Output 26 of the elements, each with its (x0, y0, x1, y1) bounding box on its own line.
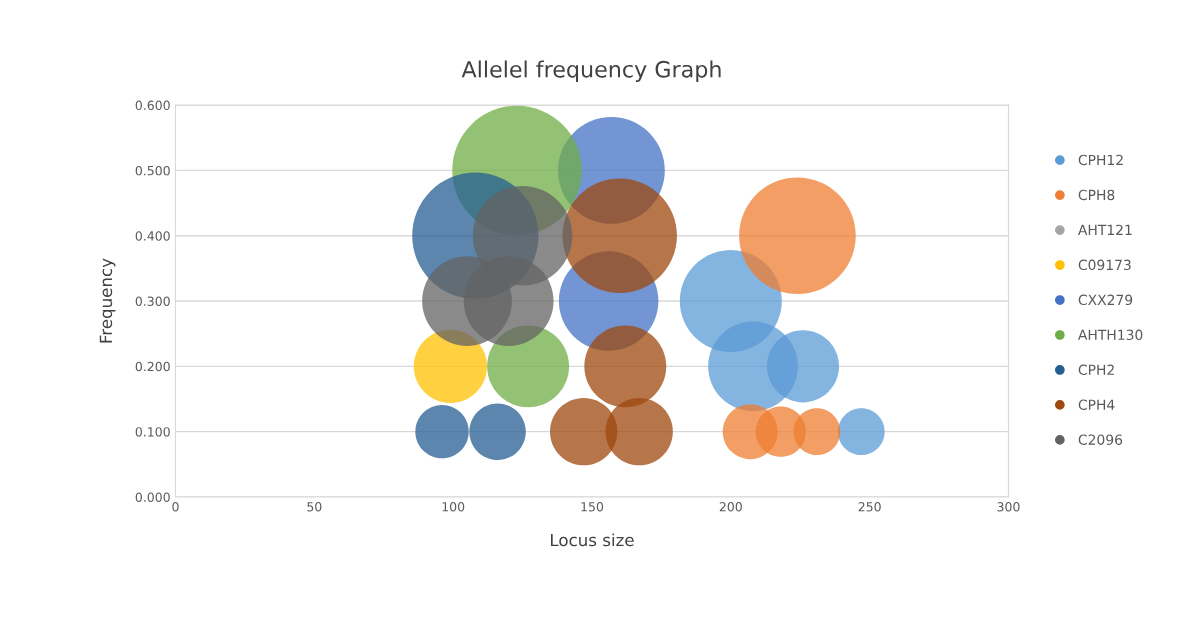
legend-label: C2096 (1078, 434, 1123, 445)
y-tick-label: 0.500 (135, 165, 170, 176)
x-axis-title: Locus size (551, 533, 634, 547)
legend-label: AHTH130 (1078, 329, 1143, 341)
y-axis-title: Frequency (99, 258, 116, 343)
chart-title: Allelel frequency Graph (461, 60, 721, 82)
x-tick-label: 200 (719, 502, 742, 512)
y-tick-label: 0.600 (135, 100, 170, 111)
x-tick-label: 250 (858, 502, 881, 512)
y-tick-label: 0.300 (135, 296, 170, 306)
legend-label: CPH8 (1078, 189, 1115, 201)
x-tick-label: 100 (442, 502, 465, 512)
y-tick-label: 0.200 (135, 361, 170, 372)
legend-label: CXX279 (1078, 294, 1133, 306)
legend-label: CPH12 (1078, 154, 1123, 166)
legend-label: C09173 (1078, 259, 1131, 271)
legend-label: AHT121 (1078, 224, 1132, 235)
y-tick-label: 0.400 (135, 231, 170, 241)
y-tick-label: 0.100 (135, 427, 170, 437)
x-tick-label: 0 (172, 502, 179, 512)
legend-label: CPH4 (1078, 399, 1115, 410)
y-tick-label: 0.000 (135, 492, 170, 502)
x-tick-label: 300 (997, 502, 1020, 512)
x-tick-label: 50 (307, 502, 322, 512)
x-tick-label: 150 (581, 502, 604, 512)
legend-label: CPH2 (1078, 364, 1114, 376)
